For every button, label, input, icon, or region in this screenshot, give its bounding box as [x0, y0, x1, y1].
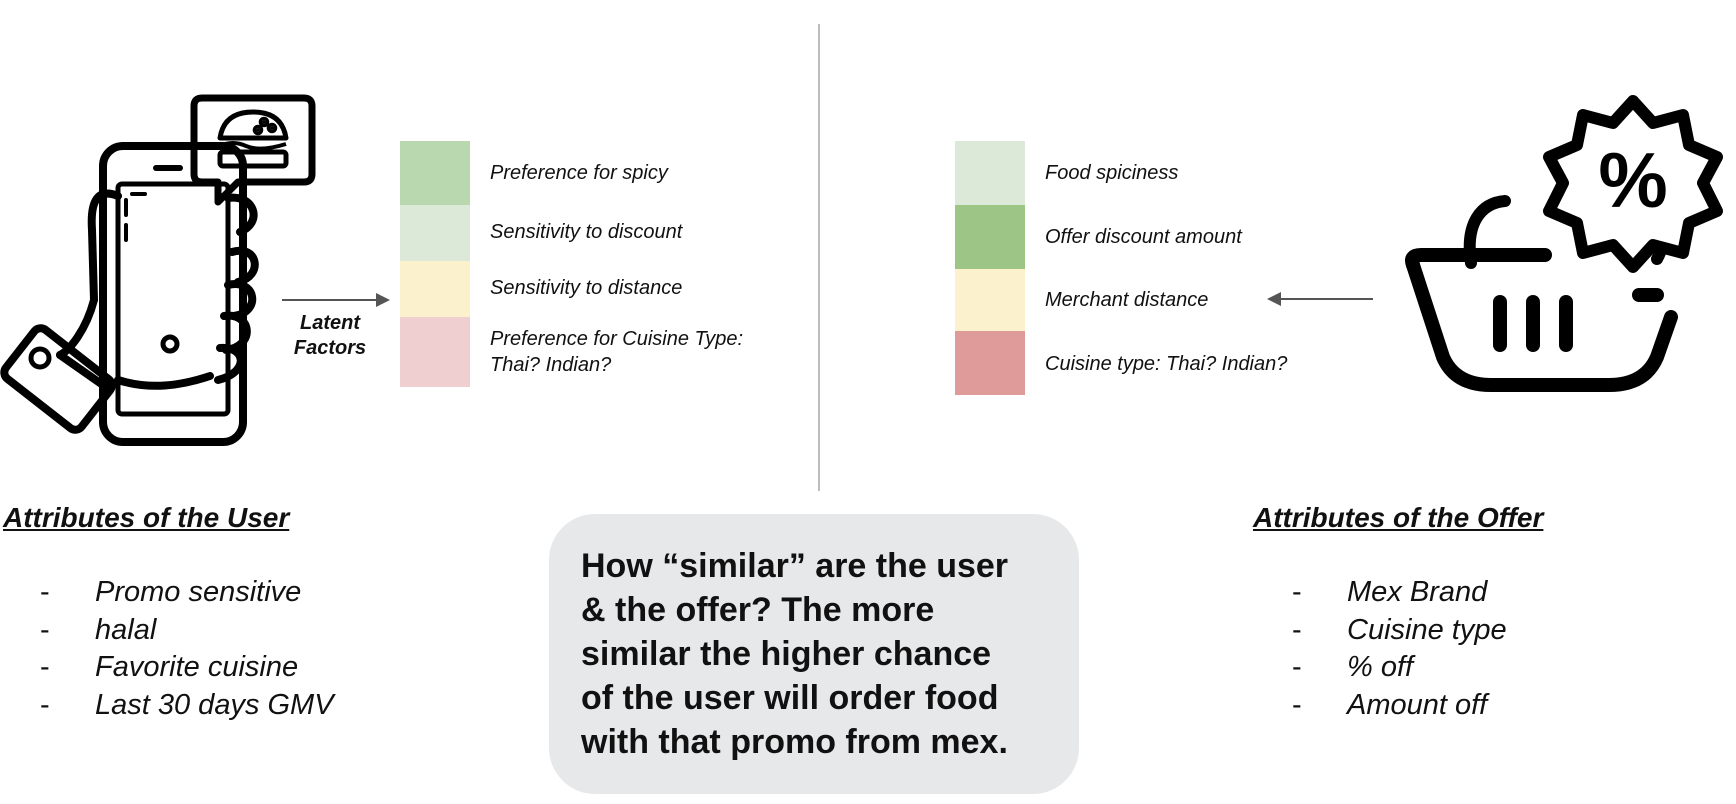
user-attribute-text: Favorite cuisine	[95, 651, 299, 683]
user-factor-label-2: Sensitivity to distance	[490, 277, 683, 299]
latent-label-text: Latent Factors	[293, 312, 367, 359]
shopping-basket-discount-icon: %	[1405, 95, 1723, 392]
offer-attribute-text: % off	[1347, 651, 1414, 683]
offer-attributes-list: - Mex Brand - Cuisine type -% off - Amount …	[1292, 574, 1692, 724]
similarity-question-box: How “similar” are the user & the offer? …	[549, 514, 1079, 794]
offer-attributes-heading: Attributes of the Offer	[1253, 502, 1544, 533]
offer-attribute-text: Mex Brand	[1347, 576, 1488, 608]
svg-text:%: %	[1598, 136, 1667, 224]
user-factor-swatch-2	[400, 261, 470, 317]
user-factor-swatch-1	[400, 205, 470, 261]
offer-factor-label-0: Food spiciness	[1045, 162, 1179, 184]
user-factor-label-1: Sensitivity to discount	[490, 221, 683, 243]
user-factor-swatch-3	[400, 317, 470, 387]
similarity-question: How “similar” are the user & the offer? …	[581, 547, 1009, 761]
user-attributes-list: - Promo sensitive - halal - Favorite cuisin…	[40, 574, 460, 724]
list-item: - Promo sensitive	[40, 574, 460, 612]
user-attribute-text: Last 30 days GMV	[95, 688, 334, 721]
arrow-right	[282, 293, 390, 307]
burger-icon	[190, 94, 316, 206]
offer-factor-label-2: Merchant distance	[1045, 289, 1209, 311]
user-attribute-text: Promo sensitive	[95, 576, 302, 608]
list-item: - Cuisine type	[1292, 612, 1692, 650]
list-item: - halal	[40, 612, 460, 650]
list-item: - Mex Brand	[1292, 574, 1692, 612]
list-item: - Favorite cuisine	[40, 649, 460, 687]
offer-attribute-text: Amount off	[1347, 688, 1488, 721]
center-divider	[818, 24, 820, 491]
offer-factor-swatch-2	[955, 269, 1025, 331]
user-factor-label-0: Preference for spicy	[490, 162, 668, 184]
offer-factor-label-1: Offer discount amount	[1045, 226, 1242, 248]
user-factor-label-3: Preference for Cuisine Type: Thai? India…	[490, 328, 744, 376]
offer-attribute-text: Cuisine type	[1347, 613, 1507, 646]
list-item: -% off	[1292, 649, 1692, 687]
user-attributes-heading: Attributes of the User	[3, 502, 290, 533]
latent-factors-label: Latent Factors	[280, 311, 380, 361]
user-factor-swatch-0	[400, 141, 470, 205]
offer-factor-label-3: Cuisine type: Thai? Indian?	[1045, 353, 1288, 375]
list-item: - Last 30 days GMV	[40, 687, 460, 725]
arrow-left	[1267, 292, 1373, 306]
offer-factor-swatch-3	[955, 331, 1025, 395]
offer-factor-swatch-1	[955, 205, 1025, 269]
offer-factor-swatch-0	[955, 141, 1025, 205]
hand-holding-phone-icon	[0, 94, 316, 446]
user-attribute-text: halal	[95, 613, 157, 646]
list-item: - Amount off	[1292, 687, 1692, 725]
